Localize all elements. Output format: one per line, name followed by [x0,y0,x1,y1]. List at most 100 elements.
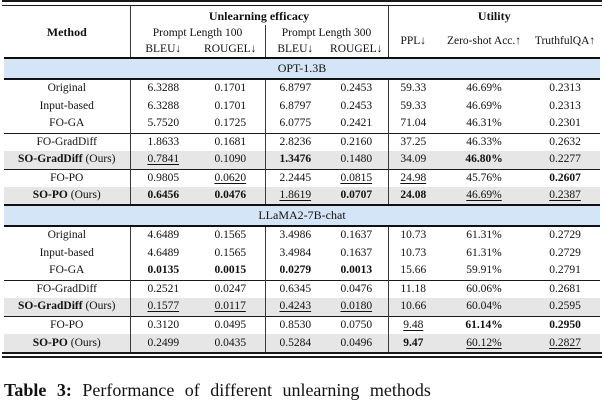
table-row: SO-GradDiff (Ours) 0.7841 0.1090 1.3476 0.14… [4,151,600,169]
column-subgroup-prompt-length-300: Prompt Length 300 [265,25,389,41]
value-cell: 0.2521 [130,279,196,298]
value-cell: 61.31% [466,246,502,259]
table-row: Input-based 4.6489 0.1565 3.4984 0.1637 10.73… [4,244,600,262]
value-cell: 46.69% [438,187,530,205]
method-cell: SO-GradDiff (Ours) [4,298,131,316]
value-cell: 0.0117 [196,298,266,316]
value-cell: 46.80% [438,151,530,169]
column-header-truthfulqa: TruthfulQA↑ [534,35,596,47]
value-cell: 6.3288 [147,82,180,94]
table-caption: Table 3: Performance of different unlear… [4,379,600,401]
results-table: Method Unlearning efficacy Utility Promp… [4,6,600,352]
method-cell: SO-PO (Ours) [4,334,131,352]
value-cell: 0.5284 [265,334,325,352]
column-header-ppl: PPL↓ [400,35,427,47]
value-cell: 0.2453 [325,79,389,97]
value-cell: 0.2277 [530,151,600,169]
value-cell: 0.1577 [130,298,196,316]
table-row: FO-GA 0.0135 0.0015 0.0279 0.0013 15.66 59.91%… [4,262,600,280]
section-title-opt-1.3b: OPT-1.3B [4,57,600,80]
table-row: FO-GradDiff 0.2521 0.0247 0.6345 0.0476 11.18… [4,279,600,298]
value-cell: 0.2827 [530,334,600,352]
method-cell: Input-based [4,244,131,262]
value-cell: 0.0707 [325,187,389,205]
value-cell: 61.31% [466,229,502,241]
value-cell: 0.2160 [325,132,389,151]
value-cell: 37.25 [388,132,438,151]
table-bottom-rule [2,352,602,358]
value-cell: 0.1565 [196,226,266,244]
table-row: SO-PO (Ours) 0.2499 0.0435 0.5284 0.0496 9.47… [4,334,600,352]
value-cell: 5.7520 [147,117,180,130]
value-cell: 0.2499 [130,334,196,352]
section-band: LLaMA2-7B-chat [4,204,600,227]
section-band: OPT-1.3B [4,57,600,80]
value-cell: 1.8633 [130,132,196,151]
value-cell: 3.4984 [279,246,312,259]
value-cell: 45.76% [438,168,530,187]
value-cell: 0.0476 [325,279,389,298]
value-cell: 60.06% [438,279,530,298]
value-cell: 0.2607 [530,168,600,187]
table-row: SO-PO (Ours) 0.6456 0.0476 1.8619 0.0707 24.0… [4,187,600,205]
value-cell: 0.2729 [549,246,581,259]
value-cell: 0.2791 [549,264,581,277]
value-cell: 6.0775 [279,117,312,130]
value-cell: 60.04% [438,298,530,316]
value-cell: 2.2445 [265,168,325,187]
value-cell: 0.0750 [325,315,389,334]
value-cell: 60.12% [438,334,530,352]
table-body: OPT-1.3B Original 6.3288 0.1701 6.8797 0.2453… [4,57,600,352]
table-row: Original 6.3288 0.1701 6.8797 0.2453 59.33 46.… [4,79,600,97]
value-cell: 0.0496 [325,334,389,352]
value-cell: 11.18 [388,279,438,298]
method-cell: SO-PO (Ours) [4,187,131,205]
value-cell: 6.8797 [279,82,312,94]
value-cell: 0.2681 [530,279,600,298]
method-cell: Original [4,79,131,97]
method-cell: Original [4,226,131,244]
value-cell: 10.73 [400,246,427,259]
value-cell: 0.0476 [196,187,266,205]
value-cell: 59.33 [400,82,427,94]
value-cell: 0.0435 [196,334,266,352]
table-top-rule [2,0,602,6]
method-cell: FO-GradDiff [4,132,131,151]
column-header-rougel-100: ROUGEL↓ [196,41,266,58]
value-cell: 0.2387 [530,187,600,205]
value-cell: 10.66 [388,298,438,316]
value-cell: 46.69% [466,99,502,112]
method-cell: FO-GA [4,115,131,133]
value-cell: 0.0620 [196,168,266,187]
value-cell: 15.66 [400,264,427,277]
value-cell: 0.0247 [196,279,266,298]
value-cell: 46.69% [466,82,502,94]
column-header-rougel-300: ROUGEL↓ [325,41,389,58]
value-cell: 46.33% [438,132,530,151]
value-cell: 9.48 [388,315,438,334]
method-cell: Input-based [4,97,131,115]
value-cell: 0.1701 [196,97,266,115]
value-cell: 6.8797 [279,99,312,112]
method-cell: SO-GradDiff (Ours) [4,151,131,169]
value-cell: 0.2729 [549,229,581,241]
caption-text: Performance of different unlearning meth… [82,380,431,400]
value-cell: 0.2595 [530,298,600,316]
value-cell: 0.1725 [196,115,266,133]
value-cell: 0.6345 [265,279,325,298]
column-header-method: Method [4,6,131,58]
value-cell: 61.14% [438,315,530,334]
value-cell: 0.1565 [196,244,266,262]
value-cell: 9.47 [388,334,438,352]
value-cell: 0.1637 [325,244,389,262]
column-header-zero-shot-acc: Zero-shot Acc.↑ [446,35,522,47]
table-header: Method Unlearning efficacy Utility Promp… [4,6,600,58]
value-cell: 0.0015 [196,262,266,280]
value-cell: 0.0013 [325,262,389,280]
value-cell: 4.6489 [147,229,180,241]
value-cell: 0.0180 [325,298,389,316]
table-row: FO-PO 0.3120 0.0495 0.8530 0.0750 9.48 61.14% 0… [4,315,600,334]
value-cell: 0.7841 [130,151,196,169]
section-title-llama2-7b-chat: LLaMA2-7B-chat [4,204,600,227]
